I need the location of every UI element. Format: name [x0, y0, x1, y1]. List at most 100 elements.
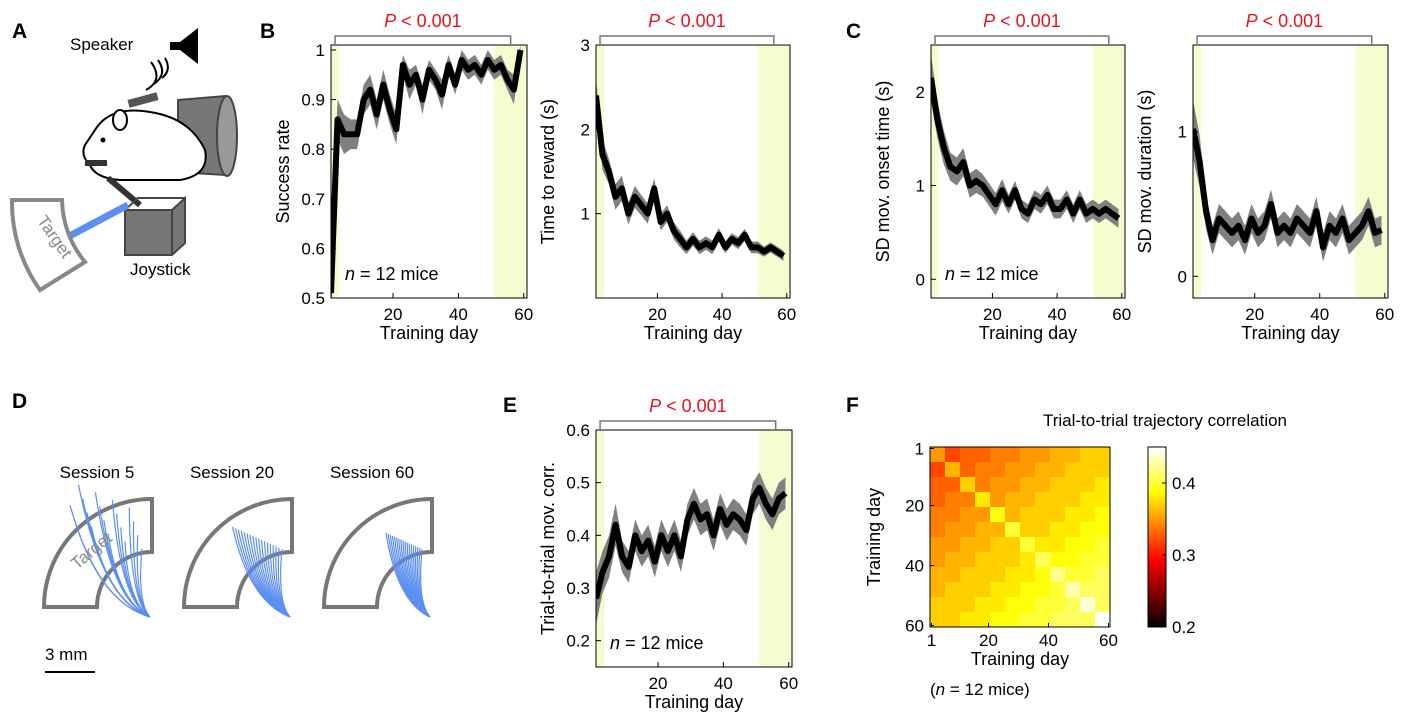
mean-line	[596, 484, 788, 600]
heatmap-cell	[1050, 522, 1066, 538]
p-symbol: P	[1246, 11, 1258, 31]
heatmap-cell	[960, 552, 976, 568]
colorbar-step	[1148, 570, 1166, 574]
p-value: < 0.001	[660, 11, 726, 31]
heatmap-cell	[1095, 567, 1111, 583]
sample-size: n = 12 mice	[345, 264, 439, 284]
axes-box	[1192, 44, 1389, 299]
y-tick-label: 1	[1178, 123, 1187, 142]
colorbar-step	[1148, 582, 1166, 586]
significance-label: P < 0.001	[384, 11, 462, 31]
heatmap-cell	[930, 522, 946, 538]
heatmap-cell	[960, 522, 976, 538]
target-zone	[181, 496, 294, 609]
colorbar-step	[1148, 471, 1166, 475]
heatmap-cell	[975, 597, 991, 613]
heatmap-cell	[1035, 462, 1051, 478]
x-tick-label: 60	[1112, 305, 1131, 324]
colorbar-step	[1148, 546, 1166, 550]
heatmap-cell	[1095, 582, 1111, 598]
heatmap-cell	[1020, 597, 1036, 613]
x-tick-label: 20	[648, 305, 667, 324]
speaker-icon	[170, 28, 198, 64]
shaded-range	[596, 45, 605, 298]
heatmap-cell	[1095, 612, 1111, 628]
trajectory	[77, 484, 151, 618]
mouse-eye	[100, 137, 106, 143]
heatmap-cell	[945, 582, 961, 598]
heatmap-cell	[990, 462, 1006, 478]
significance-bracket	[334, 35, 512, 45]
colorbar-step	[1148, 492, 1166, 496]
heatmap-cell	[1035, 537, 1051, 553]
error-band	[596, 78, 784, 261]
x-tick-label: 20	[1245, 305, 1264, 324]
x-tick-label: 40	[713, 305, 732, 324]
x-axis-label: Training day	[979, 323, 1077, 343]
colorbar-step	[1148, 477, 1166, 481]
colorbar-step	[1148, 603, 1166, 607]
colorbar-step	[1148, 525, 1166, 529]
n-open: (	[930, 680, 936, 699]
x-tick-label: 40	[714, 674, 733, 693]
panel-label: E	[503, 394, 517, 417]
heatmap-cell	[1065, 612, 1081, 628]
heatmap-cell	[930, 507, 946, 523]
colorbar-step	[1148, 534, 1166, 538]
significance-bracket	[599, 420, 777, 430]
heatmap-cell	[960, 582, 976, 598]
shaded-range	[759, 430, 792, 667]
colorbar-step	[1148, 600, 1166, 604]
y-tick-label: 0.2	[566, 632, 590, 651]
colorbar-step	[1148, 501, 1166, 505]
y-tick-label: 1	[581, 205, 590, 224]
sample-size: n = 12 mice	[610, 633, 704, 653]
y-axis-label: Training day	[864, 488, 884, 586]
colorbar-step	[1148, 561, 1166, 565]
x-axis-label: Training day	[1241, 323, 1339, 343]
colorbar-step	[1148, 576, 1166, 580]
x-tick-label: 1	[927, 631, 936, 650]
x-axis-label: Training day	[645, 692, 743, 712]
heatmap-cell	[945, 612, 961, 628]
panel-label: B	[260, 20, 275, 43]
heatmap-cell	[1005, 597, 1021, 613]
arrow-shaft	[60, 201, 130, 244]
line-chart: 1 2 3 20 40 60 Training day Time to reward (s) P…	[538, 11, 796, 343]
colorbar-step	[1148, 594, 1166, 598]
heatmap-cell	[945, 522, 961, 538]
n-symbol: n	[610, 633, 620, 653]
colorbar-step	[1148, 468, 1166, 472]
colorbar-step	[1148, 564, 1166, 568]
heatmap-cell	[960, 492, 976, 508]
colorbar-step	[1148, 579, 1166, 583]
heatmap-cell	[975, 537, 991, 553]
significance-bracket	[934, 35, 1110, 45]
y-tick-label: 0	[1178, 267, 1187, 286]
colorbar-tick-label: 0.3	[1172, 546, 1196, 565]
heatmap-cell	[945, 567, 961, 583]
heatmap-cell	[990, 447, 1006, 463]
x-tick-label: 20	[983, 305, 1002, 324]
colorbar-step	[1148, 615, 1166, 619]
colorbar-step	[1148, 480, 1166, 484]
y-tick-label: 0.5	[566, 474, 590, 493]
heatmap-cell	[975, 552, 991, 568]
x-tick-label: 40	[1039, 631, 1058, 650]
panel-label: A	[12, 20, 27, 43]
colorbar-step	[1148, 621, 1166, 625]
x-tick-label: 60	[1375, 305, 1394, 324]
heatmap-cell	[1095, 507, 1111, 523]
heatmap-cell	[1050, 507, 1066, 523]
colorbar-step	[1148, 486, 1166, 490]
heatmap-cell	[990, 552, 1006, 568]
y-tick-label: 0	[916, 270, 925, 289]
x-tick-label: 20	[384, 305, 403, 324]
p-symbol: P	[649, 396, 661, 416]
heatmap-cell	[975, 582, 991, 598]
heatmap-cell	[960, 537, 976, 553]
significance-label: P < 0.001	[983, 11, 1061, 31]
heatmap-cell	[945, 597, 961, 613]
sound-waves	[145, 57, 169, 91]
heatmap-cell	[960, 612, 976, 628]
